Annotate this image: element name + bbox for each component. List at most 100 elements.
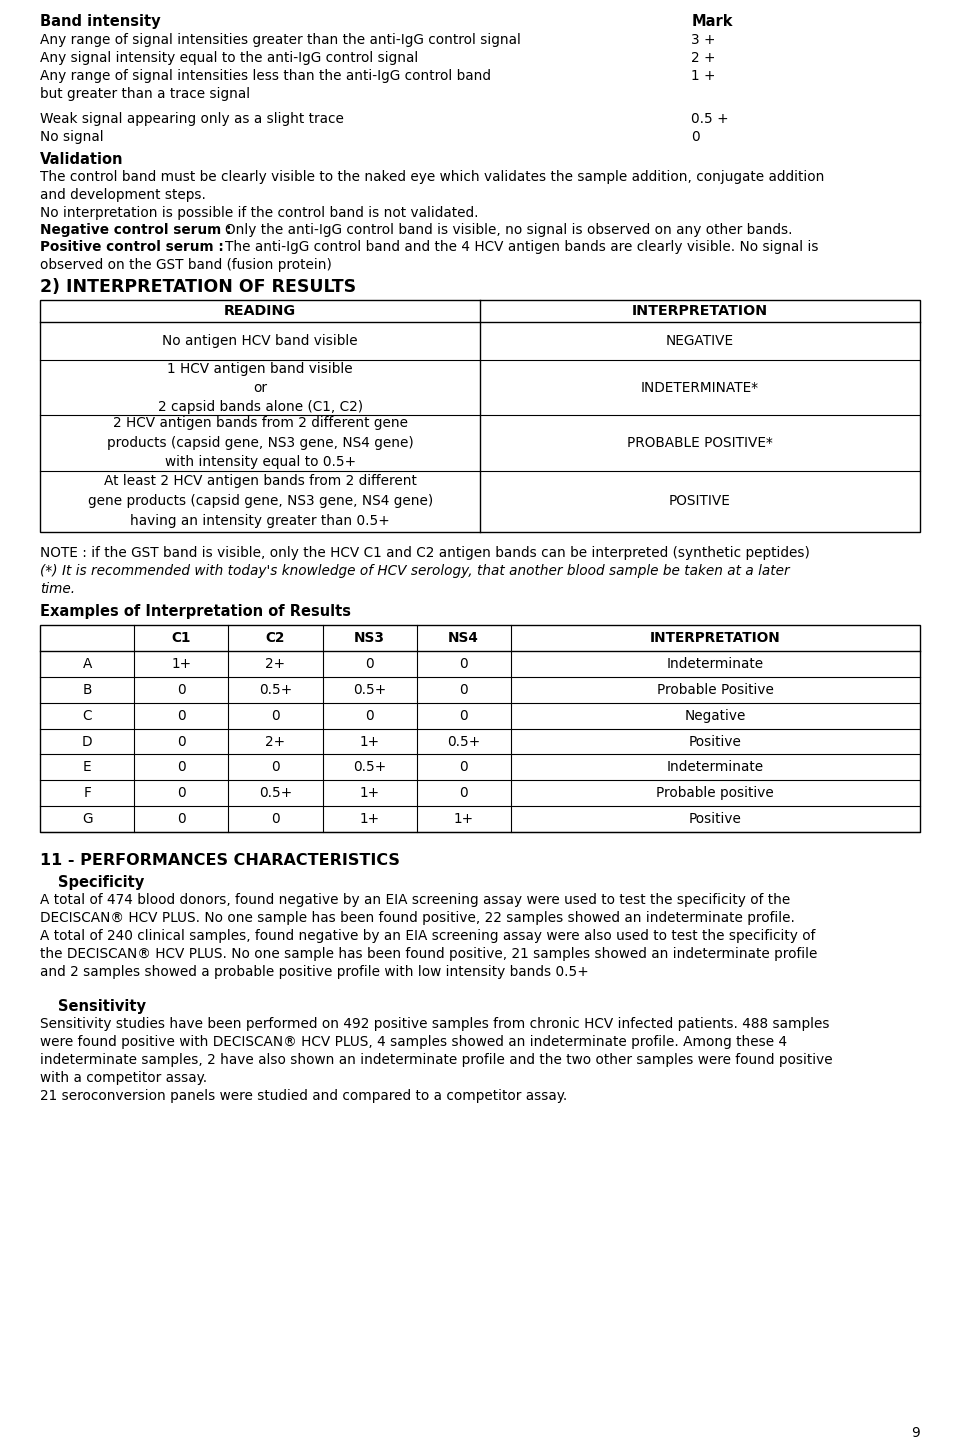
Text: 1+: 1+ (172, 657, 191, 670)
Text: (*) It is recommended with today's knowledge of HCV serology, that another blood: (*) It is recommended with today's knowl… (40, 564, 790, 579)
Text: Negative: Negative (684, 708, 746, 723)
Text: A total of 240 clinical samples, found negative by an EIA screening assay were a: A total of 240 clinical samples, found n… (40, 929, 816, 944)
Text: 3 +: 3 + (691, 33, 716, 47)
Text: 1+: 1+ (360, 813, 379, 826)
Text: 0: 0 (178, 734, 185, 749)
Text: indeterminate samples, 2 have also shown an indeterminate profile and the two ot: indeterminate samples, 2 have also shown… (40, 1053, 833, 1067)
Text: Examples of Interpretation of Results: Examples of Interpretation of Results (40, 603, 351, 619)
Text: Sensitivity: Sensitivity (58, 999, 146, 1013)
Text: Validation: Validation (40, 153, 124, 167)
Text: C1: C1 (172, 631, 191, 646)
Text: 2+: 2+ (266, 657, 285, 670)
Text: Positive: Positive (688, 813, 742, 826)
Text: 0: 0 (178, 708, 185, 723)
Text: 0.5+: 0.5+ (353, 683, 386, 696)
Text: Weak signal appearing only as a slight trace: Weak signal appearing only as a slight t… (40, 112, 345, 126)
Text: NS3: NS3 (354, 631, 385, 646)
Text: the DECISCAN® HCV PLUS. No one sample has been found positive, 21 samples showed: the DECISCAN® HCV PLUS. No one sample ha… (40, 947, 818, 961)
Text: 1 HCV antigen band visible
or
2 capsid bands alone (C1, C2): 1 HCV antigen band visible or 2 capsid b… (157, 362, 363, 414)
Text: Any signal intensity equal to the anti-IgG control signal: Any signal intensity equal to the anti-I… (40, 51, 419, 65)
Text: Band intensity: Band intensity (40, 15, 161, 29)
Text: No antigen HCV band visible: No antigen HCV band visible (162, 334, 358, 348)
Text: G: G (83, 813, 92, 826)
Text: The anti-IgG control band and the 4 HCV antigen bands are clearly visible. No si: The anti-IgG control band and the 4 HCV … (225, 240, 818, 254)
Text: A total of 474 blood donors, found negative by an EIA screening assay were used : A total of 474 blood donors, found negat… (40, 893, 791, 907)
Text: POSITIVE: POSITIVE (669, 494, 731, 507)
Text: No signal: No signal (40, 129, 104, 144)
Text: were found positive with DECISCAN® HCV PLUS, 4 samples showed an indeterminate p: were found positive with DECISCAN® HCV P… (40, 1035, 787, 1048)
Text: 11 - PERFORMANCES CHARACTERISTICS: 11 - PERFORMANCES CHARACTERISTICS (40, 853, 400, 868)
Text: 0: 0 (366, 657, 373, 670)
Text: 0.5+: 0.5+ (259, 787, 292, 800)
Text: 1 +: 1 + (691, 68, 716, 83)
Text: Probable Positive: Probable Positive (657, 683, 774, 696)
Bar (40, 625, 920, 832)
Text: 0: 0 (460, 708, 468, 723)
Text: Positive: Positive (688, 734, 742, 749)
Text: but greater than a trace signal: but greater than a trace signal (40, 87, 251, 100)
Text: NS4: NS4 (448, 631, 479, 646)
Text: Indeterminate: Indeterminate (666, 657, 764, 670)
Text: 0.5 +: 0.5 + (691, 112, 729, 126)
Text: 1+: 1+ (360, 787, 379, 800)
Text: 0: 0 (178, 813, 185, 826)
Text: 0: 0 (366, 708, 373, 723)
Text: 0.5+: 0.5+ (259, 683, 292, 696)
Text: 2+: 2+ (266, 734, 285, 749)
Text: 0: 0 (178, 760, 185, 775)
Bar (40, 300, 920, 532)
Text: Negative control serum :: Negative control serum : (40, 222, 231, 237)
Text: 0: 0 (178, 787, 185, 800)
Text: Any range of signal intensities less than the anti-IgG control band: Any range of signal intensities less tha… (40, 68, 492, 83)
Text: Only the anti-IgG control band is visible, no signal is observed on any other ba: Only the anti-IgG control band is visibl… (225, 222, 792, 237)
Text: Specificity: Specificity (58, 875, 144, 890)
Text: and 2 samples showed a probable positive profile with low intensity bands 0.5+: and 2 samples showed a probable positive… (40, 965, 589, 979)
Text: 2) INTERPRETATION OF RESULTS: 2) INTERPRETATION OF RESULTS (40, 278, 356, 297)
Text: E: E (84, 760, 91, 775)
Text: 21 seroconversion panels were studied and compared to a competitor assay.: 21 seroconversion panels were studied an… (40, 1089, 567, 1104)
Text: 0.5+: 0.5+ (353, 760, 386, 775)
Text: Positive control serum :: Positive control serum : (40, 240, 224, 254)
Text: time.: time. (40, 582, 76, 596)
Text: At least 2 HCV antigen bands from 2 different
gene products (capsid gene, NS3 ge: At least 2 HCV antigen bands from 2 diff… (87, 474, 433, 528)
Text: and development steps.: and development steps. (40, 188, 206, 202)
Text: DECISCAN® HCV PLUS. No one sample has been found positive, 22 samples showed an : DECISCAN® HCV PLUS. No one sample has be… (40, 912, 795, 925)
Text: INDETERMINATE*: INDETERMINATE* (641, 381, 758, 395)
Text: 0: 0 (460, 683, 468, 696)
Text: with a competitor assay.: with a competitor assay. (40, 1072, 207, 1085)
Text: The control band must be clearly visible to the naked eye which validates the sa: The control band must be clearly visible… (40, 170, 825, 185)
Text: No interpretation is possible if the control band is not validated.: No interpretation is possible if the con… (40, 206, 479, 220)
Text: observed on the GST band (fusion protein): observed on the GST band (fusion protein… (40, 257, 332, 272)
Text: Mark: Mark (691, 15, 732, 29)
Text: INTERPRETATION: INTERPRETATION (632, 304, 768, 318)
Text: 0: 0 (178, 683, 185, 696)
Text: INTERPRETATION: INTERPRETATION (650, 631, 780, 646)
Text: 2 HCV antigen bands from 2 different gene
products (capsid gene, NS3 gene, NS4 g: 2 HCV antigen bands from 2 different gen… (107, 416, 414, 470)
Text: B: B (83, 683, 92, 696)
Text: READING: READING (224, 304, 297, 318)
Text: 0: 0 (691, 129, 700, 144)
Text: 0: 0 (460, 760, 468, 775)
Text: Probable positive: Probable positive (657, 787, 774, 800)
Text: NEGATIVE: NEGATIVE (666, 334, 733, 348)
Text: F: F (84, 787, 91, 800)
Text: 0.5+: 0.5+ (447, 734, 480, 749)
Text: Indeterminate: Indeterminate (666, 760, 764, 775)
Text: 0: 0 (460, 657, 468, 670)
Text: C: C (83, 708, 92, 723)
Text: 1+: 1+ (360, 734, 379, 749)
Text: D: D (83, 734, 92, 749)
Text: Sensitivity studies have been performed on 492 positive samples from chronic HCV: Sensitivity studies have been performed … (40, 1016, 829, 1031)
Text: A: A (83, 657, 92, 670)
Text: 2 +: 2 + (691, 51, 716, 65)
Text: 9: 9 (911, 1426, 920, 1439)
Text: NOTE : if the GST band is visible, only the HCV C1 and C2 antigen bands can be i: NOTE : if the GST band is visible, only … (40, 547, 810, 560)
Text: 1+: 1+ (454, 813, 473, 826)
Text: 0: 0 (272, 813, 279, 826)
Text: 0: 0 (460, 787, 468, 800)
Text: 0: 0 (272, 760, 279, 775)
Text: PROBABLE POSITIVE*: PROBABLE POSITIVE* (627, 436, 773, 449)
Text: Any range of signal intensities greater than the anti-IgG control signal: Any range of signal intensities greater … (40, 33, 521, 47)
Text: 0: 0 (272, 708, 279, 723)
Text: C2: C2 (266, 631, 285, 646)
